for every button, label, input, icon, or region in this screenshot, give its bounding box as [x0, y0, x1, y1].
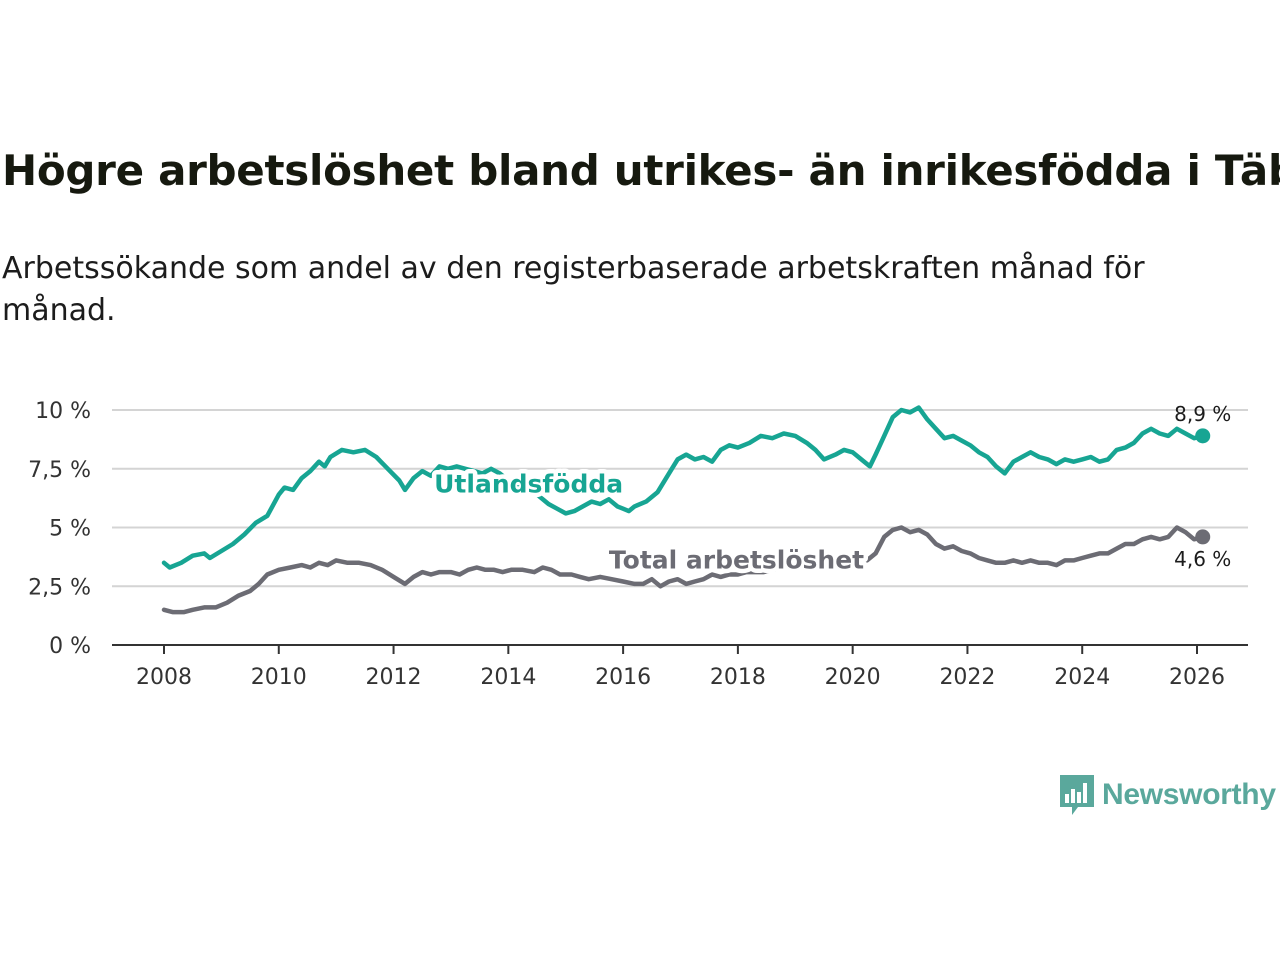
x-tick-label: 2020 — [825, 665, 881, 690]
newsworthy-logo: Newsworthy — [1058, 772, 1276, 818]
x-tick-label: 2024 — [1054, 665, 1110, 690]
series-end-label-0: 8,9 % — [1174, 402, 1231, 426]
y-tick-label: 10 % — [35, 399, 91, 424]
x-tick-label: 2026 — [1169, 665, 1225, 690]
chart-subtitle: Arbetssökande som andel av den registerb… — [2, 251, 1145, 328]
newsworthy-wordmark: Newsworthy — [1102, 778, 1276, 811]
series-end-label-1: 4,6 % — [1174, 547, 1231, 571]
x-tick-label: 2014 — [480, 665, 536, 690]
y-tick-label: 0 % — [49, 634, 91, 659]
series-line-0 — [161, 405, 1205, 570]
series-end-marker-1 — [1195, 529, 1211, 545]
series-end-marker-0 — [1195, 428, 1211, 444]
series-labels: 8,9 % 4,6 % Utlandsfödda Total arbetslöshet — [430, 402, 1232, 579]
y-tick-label: 5 % — [49, 517, 91, 542]
y-tick-label: 7,5 % — [28, 458, 91, 483]
series-label-0: Utlandsfödda — [434, 469, 623, 498]
series-lines — [161, 405, 1211, 615]
x-tick-label: 2018 — [710, 665, 766, 690]
x-tick-label: 2010 — [251, 665, 307, 690]
axes: 0 % 2,5 % 5 % 7,5 % 10 % 2008 2010 2012 2014 2016… — [28, 399, 1248, 690]
x-tick-label: 2022 — [939, 665, 995, 690]
x-tick-label: 2016 — [595, 665, 651, 690]
gridlines — [112, 409, 1248, 588]
series-line-1 — [161, 525, 1205, 615]
y-tick-label: 2,5 % — [28, 575, 91, 600]
x-tick-label: 2008 — [136, 665, 192, 690]
x-tick-label: 2012 — [366, 665, 422, 690]
chart-title: Högre arbetslöshet bland utrikes- än inr… — [2, 146, 1280, 195]
newsworthy-bar-chart-icon — [1060, 775, 1094, 815]
series-label-1: Total arbetslöshet — [609, 546, 864, 575]
